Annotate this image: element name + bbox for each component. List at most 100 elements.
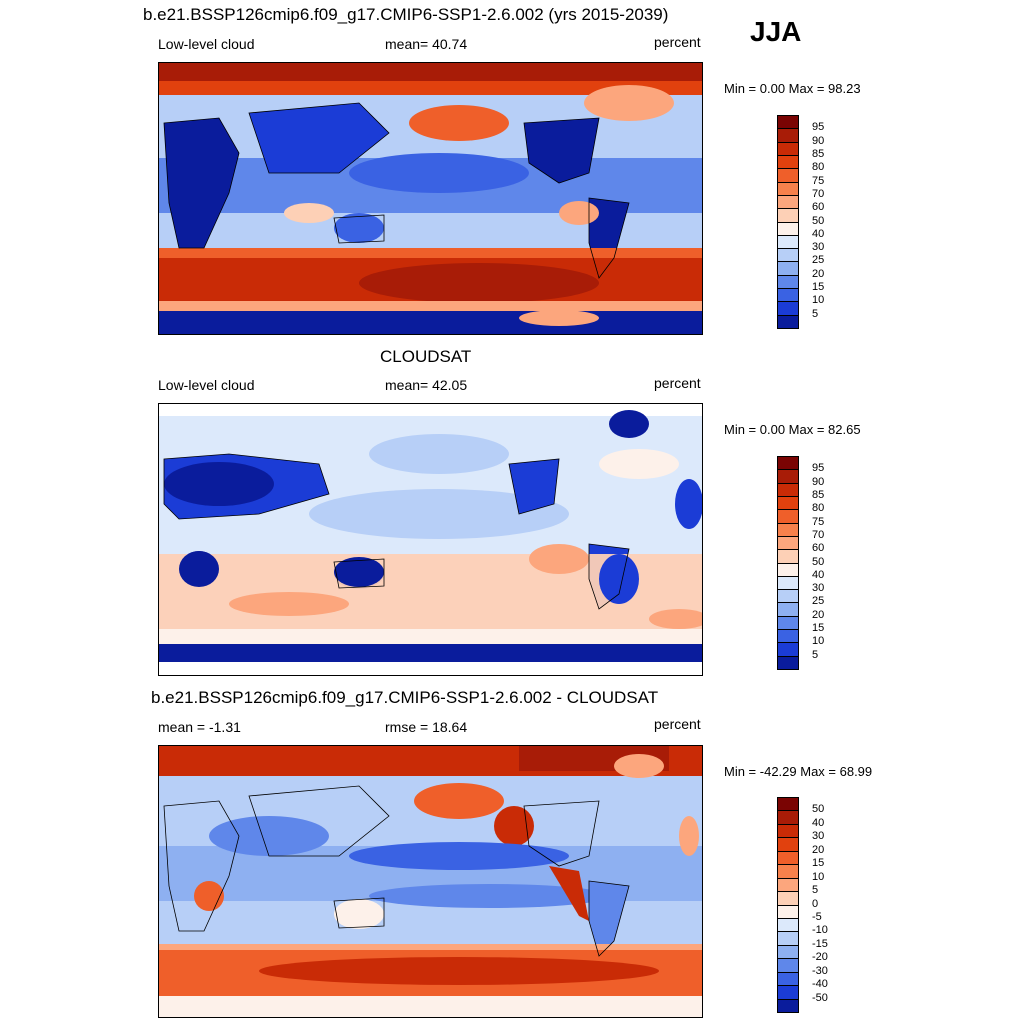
colorbar-swatch	[777, 314, 799, 329]
colorbar-tick-label: 5	[812, 648, 819, 661]
colorbar-tick-label: 60	[812, 542, 825, 555]
colorbar-tick-label: 15	[812, 857, 825, 870]
colorbar-swatch	[777, 810, 799, 825]
colorbar-swatch	[777, 469, 799, 484]
panel-1-variable-label: Low-level cloud	[158, 36, 255, 52]
colorbar-swatch	[777, 549, 799, 564]
colorbar-tick-label: 20	[812, 267, 825, 280]
colorbar-tick-label: 50	[812, 803, 825, 816]
colorbar-swatch	[777, 823, 799, 839]
colorbar-swatch	[777, 234, 799, 250]
colorbar-swatch	[777, 985, 799, 1000]
panel-3-minmax: Min = -42.29 Max = 68.99	[724, 764, 873, 779]
colorbar-tick-label: 75	[812, 174, 825, 187]
colorbar-swatch	[777, 575, 799, 591]
colorbar-swatch	[777, 998, 799, 1013]
colorbar-tick-label: 15	[812, 281, 825, 294]
colorbar-swatch	[777, 194, 799, 210]
colorbar-swatch	[777, 877, 799, 893]
colorbar-swatch	[777, 154, 799, 170]
colorbar-tick-label: 85	[812, 488, 825, 501]
colorbar-tick-label: 20	[812, 608, 825, 621]
colorbar-tick-label: -5	[812, 910, 822, 923]
panel-2-title: CLOUDSAT	[380, 347, 472, 366]
colorbar-swatch	[777, 850, 799, 866]
colorbar-swatch	[777, 589, 799, 604]
colorbar-tick-label: 30	[812, 241, 825, 254]
colorbar-tick-label: -20	[812, 951, 828, 964]
colorbar-tick-label: 5	[812, 307, 819, 320]
panel-3-mean-label: mean = -1.31	[158, 719, 241, 735]
colorbar-swatch	[777, 495, 799, 511]
colorbar-swatch	[777, 522, 799, 537]
panel-1-colorbar	[777, 115, 799, 329]
panel-3-units-label: percent	[654, 716, 701, 732]
colorbar-swatch	[777, 958, 799, 973]
colorbar-tick-label: 50	[812, 214, 825, 227]
colorbar-swatch	[777, 482, 799, 497]
colorbar-tick-label: 75	[812, 515, 825, 528]
colorbar-tick-label: 25	[812, 254, 825, 267]
colorbar-swatch	[777, 944, 799, 960]
colorbar-tick-label: 10	[812, 635, 825, 648]
colorbar-swatch	[777, 655, 799, 670]
colorbar-swatch	[777, 891, 799, 906]
panel-2-units-label: percent	[654, 375, 701, 391]
colorbar-swatch	[777, 917, 799, 933]
colorbar-swatch	[777, 274, 799, 290]
colorbar-tick-label: 80	[812, 161, 825, 174]
colorbar-swatch	[777, 128, 799, 143]
colorbar-tick-label: 30	[812, 830, 825, 843]
colorbar-tick-label: 80	[812, 502, 825, 515]
panel-3-map-graphic	[159, 746, 702, 1017]
colorbar-tick-label: 60	[812, 201, 825, 214]
panel-2-colorbar	[777, 456, 799, 670]
colorbar-swatch	[777, 141, 799, 156]
panel-1-title: b.e21.BSSP126cmip6.f09_g17.CMIP6-SSP1-2.…	[143, 5, 669, 24]
panel-3-title: b.e21.BSSP126cmip6.f09_g17.CMIP6-SSP1-2.…	[151, 688, 659, 707]
colorbar-swatch	[777, 168, 799, 183]
panel-2-map	[158, 403, 703, 676]
panel-1-minmax: Min = 0.00 Max = 98.23	[724, 81, 861, 96]
colorbar-tick-label: 30	[812, 582, 825, 595]
colorbar-tick-label: 95	[812, 121, 825, 134]
colorbar-tick-label: -40	[812, 978, 828, 991]
colorbar-swatch	[777, 535, 799, 551]
panel-1-map-graphic	[159, 63, 702, 334]
colorbar-tick-label: 40	[812, 227, 825, 240]
colorbar-tick-label: 15	[812, 622, 825, 635]
colorbar-tick-label: 95	[812, 462, 825, 475]
panel-3-rmse-label: rmse = 18.64	[385, 719, 468, 735]
colorbar-tick-label: -30	[812, 964, 828, 977]
panel-1-map	[158, 62, 703, 335]
colorbar-swatch	[777, 456, 799, 471]
colorbar-swatch	[777, 288, 799, 303]
colorbar-swatch	[777, 261, 799, 276]
panel-1-units-label: percent	[654, 34, 701, 50]
colorbar-swatch	[777, 797, 799, 812]
colorbar-swatch	[777, 208, 799, 223]
colorbar-swatch	[777, 301, 799, 316]
colorbar-swatch	[777, 837, 799, 852]
colorbar-swatch	[777, 509, 799, 524]
colorbar-swatch	[777, 904, 799, 919]
colorbar-swatch	[777, 562, 799, 577]
colorbar-tick-label: 40	[812, 816, 825, 829]
colorbar-swatch	[777, 248, 799, 263]
colorbar-swatch	[777, 115, 799, 130]
panel-3-colorbar	[777, 797, 799, 1013]
colorbar-swatch	[777, 629, 799, 644]
panel-2-variable-label: Low-level cloud	[158, 377, 255, 393]
colorbar-swatch	[777, 642, 799, 657]
panel-2-map-graphic	[159, 404, 702, 675]
colorbar-swatch	[777, 602, 799, 617]
colorbar-tick-label: 5	[812, 884, 819, 897]
colorbar-tick-label: 25	[812, 595, 825, 608]
colorbar-tick-label: 10	[812, 294, 825, 307]
colorbar-tick-label: 50	[812, 555, 825, 568]
colorbar-tick-label: 10	[812, 870, 825, 883]
panel-2-minmax: Min = 0.00 Max = 82.65	[724, 422, 861, 437]
colorbar-swatch	[777, 931, 799, 946]
colorbar-tick-label: 70	[812, 187, 825, 200]
colorbar-tick-label: 90	[812, 475, 825, 488]
